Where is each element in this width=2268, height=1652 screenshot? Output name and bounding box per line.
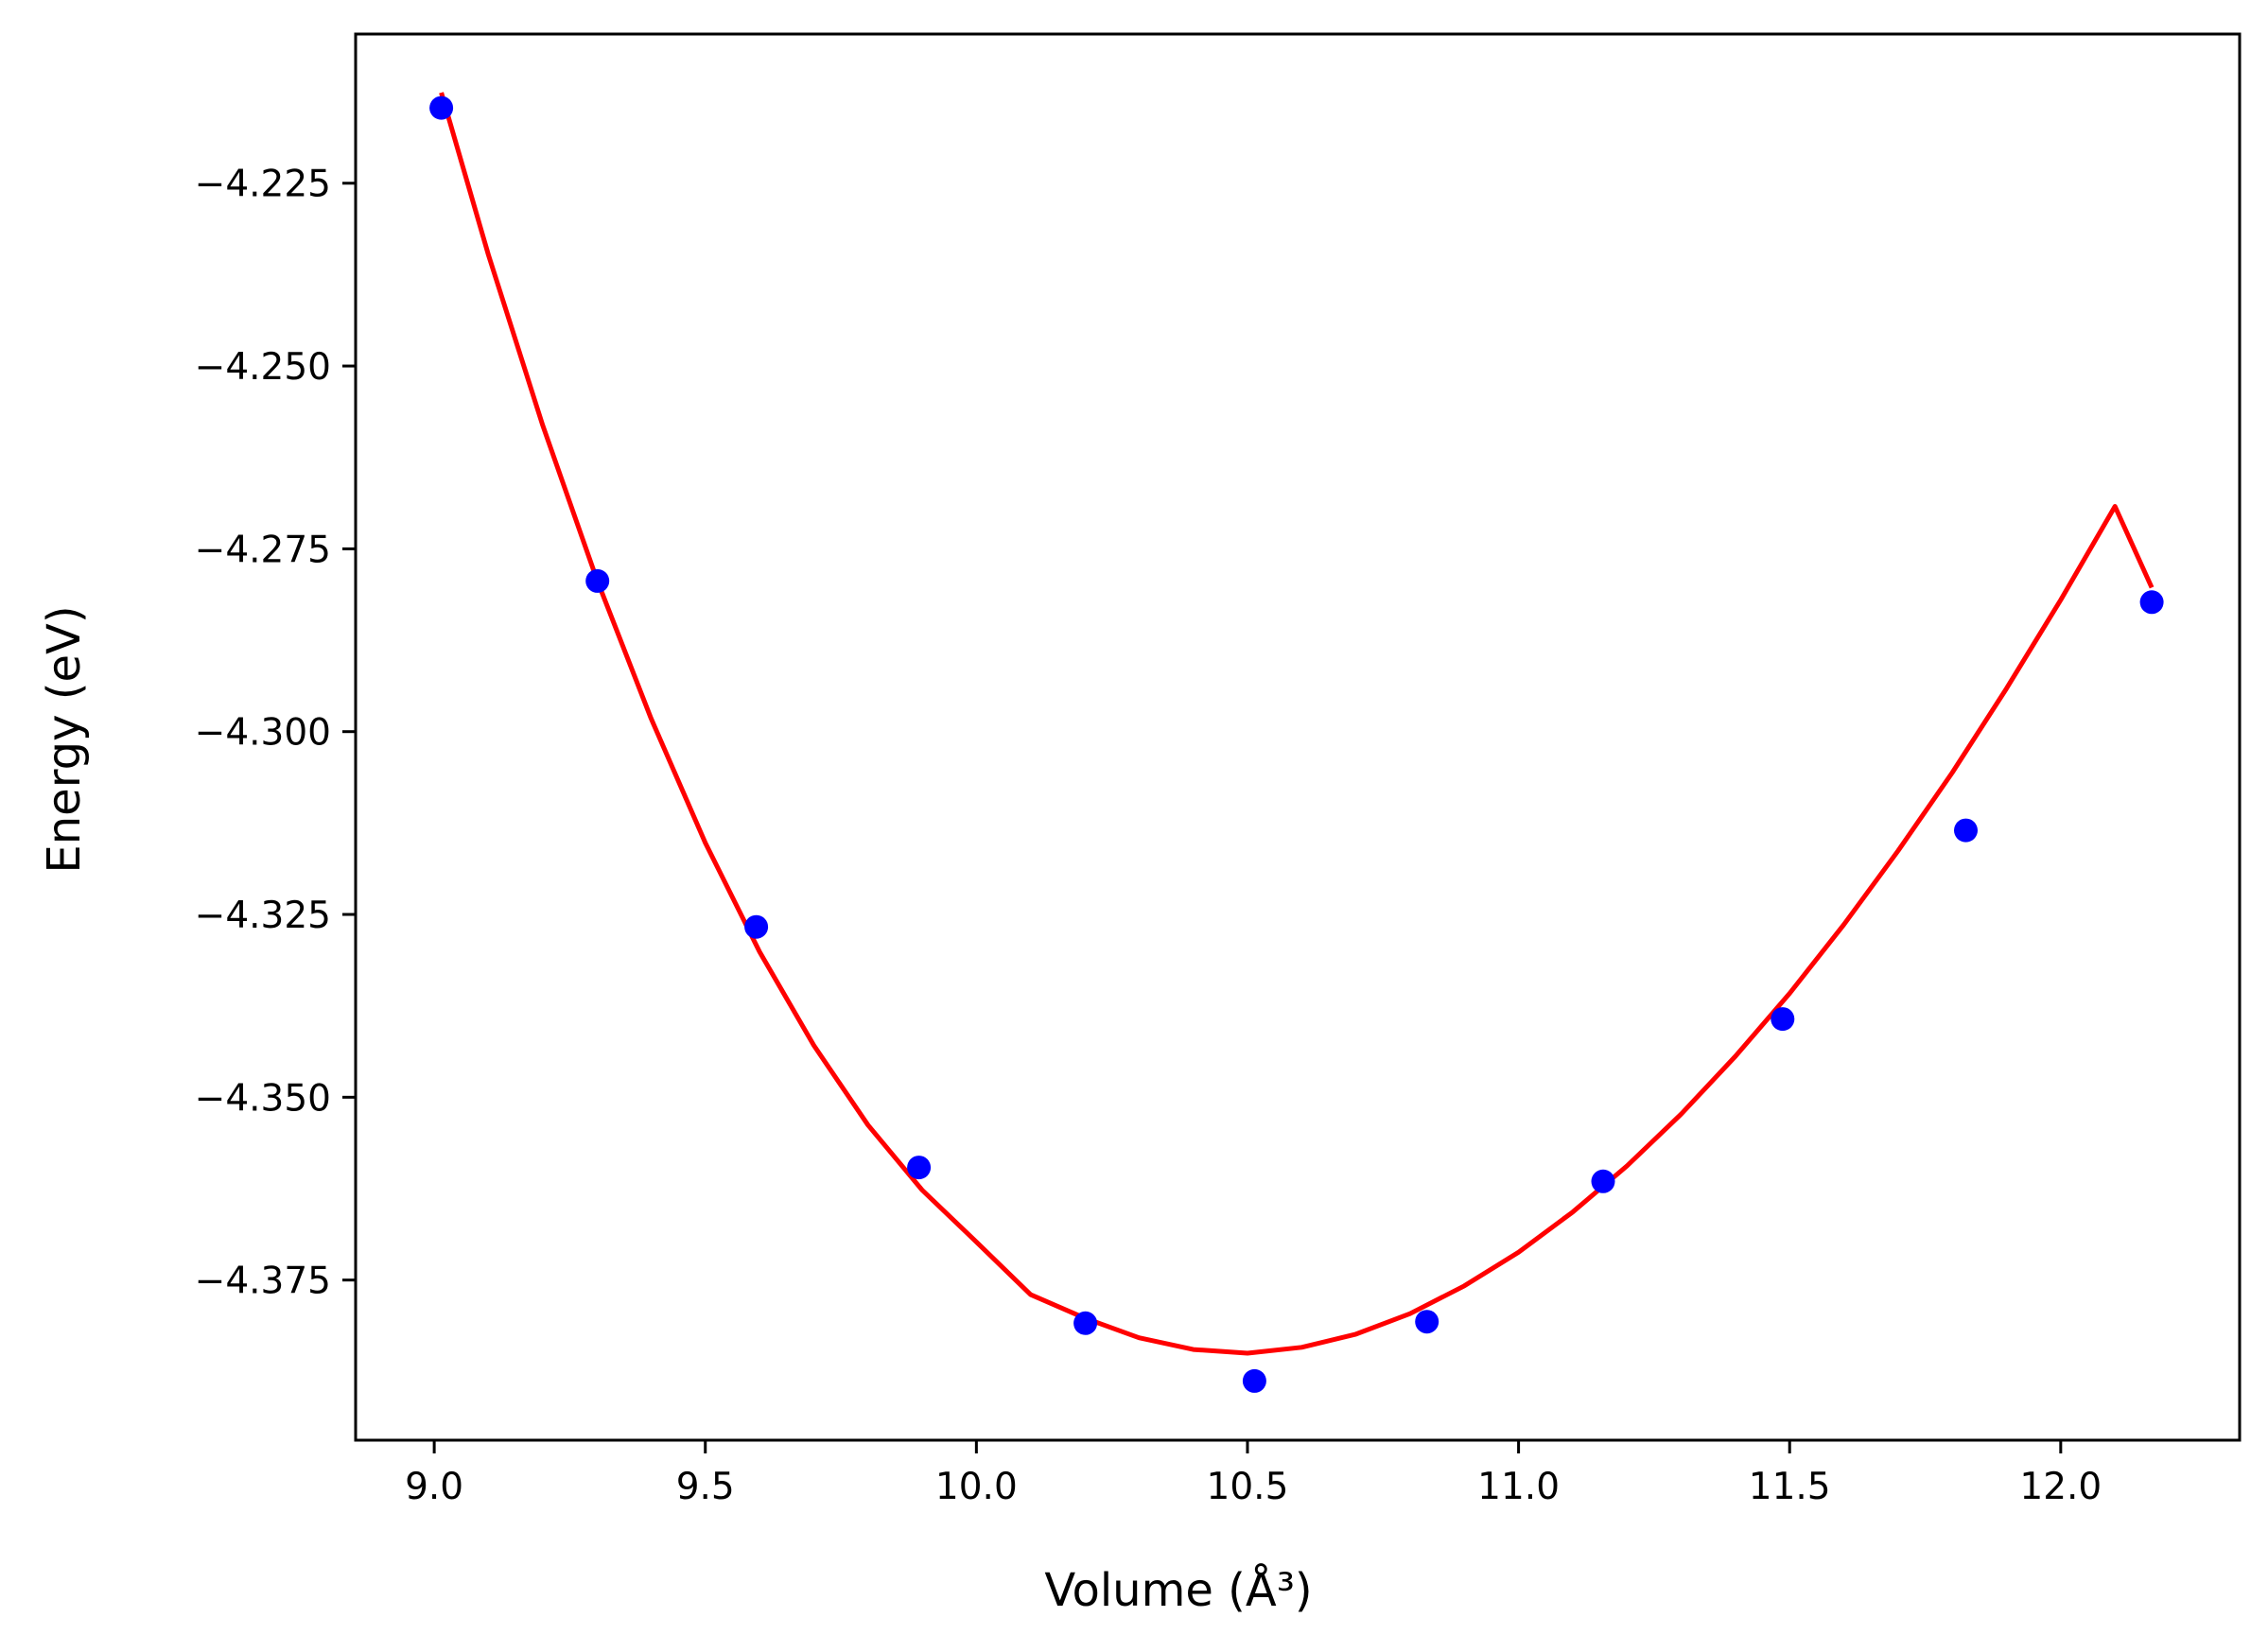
data-point [1771, 1007, 1795, 1032]
y-tick-label: −4.225 [195, 164, 331, 206]
data-point [1073, 1311, 1098, 1335]
plot-frame [354, 32, 2242, 1442]
fit-curve-line [439, 92, 2155, 1356]
x-axis-ticks: 9.0 9.5 10.0 10.5 11.0 11.5 12.0 [405, 1440, 2102, 1508]
y-tick-label: −4.250 [195, 346, 331, 389]
x-tick-label: 10.0 [935, 1466, 1018, 1508]
x-tick-label: 10.5 [1207, 1466, 1289, 1508]
data-point [1954, 818, 1978, 843]
x-tick-label: 9.0 [405, 1466, 463, 1508]
data-point [2139, 590, 2164, 615]
x-tick-label: 9.5 [676, 1466, 735, 1508]
y-tick-label: −4.325 [195, 895, 331, 937]
data-point [1415, 1310, 1439, 1334]
x-tick-label: 11.5 [1749, 1466, 1831, 1508]
data-point [1591, 1169, 1615, 1193]
y-tick-label: −4.375 [195, 1261, 331, 1303]
data-point [429, 96, 454, 120]
x-tick-label: 12.0 [2019, 1466, 2102, 1508]
data-point [585, 568, 610, 593]
data-point [744, 914, 769, 939]
data-point [907, 1156, 932, 1180]
x-tick-label: 11.0 [1477, 1466, 1560, 1508]
plot-area [354, 32, 2242, 1442]
y-axis-ticks: −4.225 −4.250 −4.275 −4.300 −4.325 −4.350 −4.3… [195, 164, 356, 1303]
y-tick-label: −4.350 [195, 1077, 331, 1120]
y-tick-label: −4.275 [195, 529, 331, 571]
fit-curve-layer [439, 92, 2155, 1356]
data-points-layer [429, 96, 2164, 1393]
y-axis-label: Energy (eV) [38, 605, 91, 873]
x-axis-label: Volume (Å³) [1044, 1563, 1312, 1617]
y-tick-label: −4.300 [195, 712, 331, 755]
data-point [1242, 1368, 1266, 1393]
